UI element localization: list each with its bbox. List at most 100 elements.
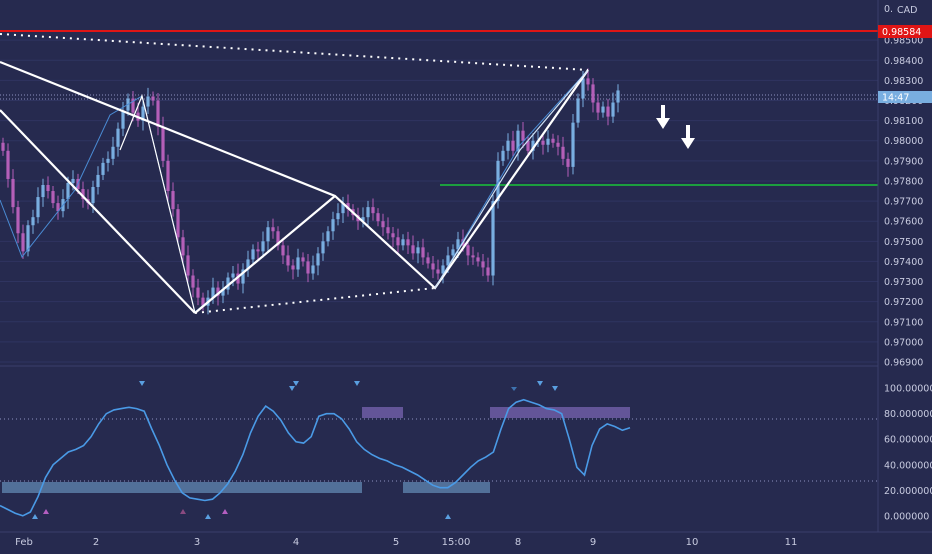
candle-body	[436, 269, 440, 274]
time-axis-bg	[0, 532, 932, 550]
candle-body	[331, 219, 335, 232]
candle-body	[256, 249, 260, 252]
candle-body	[341, 203, 345, 214]
candle-body	[196, 287, 200, 298]
candle-body	[526, 140, 530, 151]
pattern-leg-xa	[0, 109, 196, 314]
candle-body	[121, 110, 125, 129]
candle-body	[51, 191, 55, 204]
candle-body	[246, 259, 250, 270]
candle-body	[591, 84, 595, 103]
oscillator-axis-ticks: 100.000000 80.000000 60.000000 40.000000 20.…	[884, 384, 932, 523]
candle-body	[286, 255, 290, 266]
candle-body	[276, 231, 280, 246]
candle-body	[416, 247, 420, 254]
price-tick-label: 0.96900	[884, 358, 923, 369]
current-price-tag	[878, 91, 932, 103]
candle-body	[451, 249, 455, 256]
marker-down-6	[537, 381, 543, 386]
candle-body	[386, 227, 390, 234]
price-tick-label: 0.97600	[884, 217, 923, 228]
candle-body	[101, 162, 105, 175]
candle-body	[606, 106, 610, 117]
time-tick-label: 8	[515, 537, 521, 548]
candle-body	[166, 160, 170, 192]
osc-tick-label: 100.000000	[884, 384, 932, 395]
candle-body	[326, 231, 330, 242]
candle-body	[501, 150, 505, 161]
price-tick-label: 0.98500	[884, 36, 923, 47]
top-fragment: 0.	[884, 4, 893, 15]
candle-body	[366, 207, 370, 218]
candle-body	[421, 247, 425, 258]
candle-body	[31, 217, 35, 226]
marker-up-1	[32, 514, 38, 519]
candle-body	[311, 265, 315, 274]
time-tick-label: Feb	[15, 537, 33, 548]
marker-up-5	[222, 509, 228, 514]
candle-body	[116, 128, 120, 147]
candle-body	[81, 189, 85, 200]
price-tick-label: 0.97900	[884, 156, 923, 167]
candle-body	[441, 265, 445, 274]
candle-body	[406, 239, 410, 246]
pattern-inner-2	[434, 69, 589, 289]
price-tick-label: 0.97100	[884, 317, 923, 328]
marker-up-2	[43, 509, 49, 514]
candle-body	[11, 178, 15, 208]
price-tick-label: 0.98300	[884, 76, 923, 87]
candle-body	[161, 126, 165, 161]
signal-markers	[32, 381, 558, 519]
candle-body	[566, 158, 570, 167]
candle-body	[151, 96, 155, 101]
candle-body	[601, 106, 605, 113]
candle-body	[281, 245, 285, 256]
candle-body	[316, 253, 320, 266]
candle-body	[556, 142, 560, 147]
candle-body	[46, 184, 50, 192]
candle-body	[21, 233, 25, 252]
candle-body	[291, 265, 295, 270]
candle-body	[431, 263, 435, 270]
candle-body	[1, 142, 5, 151]
down-arrow-icon	[656, 105, 670, 129]
candle-body	[466, 245, 470, 256]
candle-body	[66, 182, 70, 200]
candle-body	[476, 257, 480, 262]
osc-tick-label: 40.000000	[884, 460, 932, 471]
osc-tick-label: 20.000000	[884, 486, 932, 497]
candle-body	[541, 140, 545, 145]
candle-body	[596, 102, 600, 113]
osc-tick-label: 60.000000	[884, 435, 932, 446]
harmonic-pattern[interactable]	[0, 33, 589, 314]
price-tick-label: 0.97800	[884, 176, 923, 187]
candle-body	[396, 237, 400, 246]
candle-body	[271, 227, 275, 232]
candle-body	[426, 257, 430, 264]
overbought-zone-1	[362, 407, 403, 418]
candle-body	[236, 273, 240, 284]
currency-label: CAD	[897, 5, 917, 16]
candle-body	[481, 261, 485, 268]
candle-body	[266, 227, 270, 242]
candle-body	[531, 140, 535, 151]
candle-body	[176, 209, 180, 238]
candle-body	[186, 255, 190, 276]
candle-body	[211, 287, 215, 298]
candle-body	[361, 217, 365, 222]
countdown-label: 14:47	[882, 93, 909, 104]
time-tick-label: 2	[93, 537, 99, 548]
osc-tick-label: 0.000000	[884, 511, 929, 522]
time-tick-label: 9	[590, 537, 596, 548]
candle-body	[581, 78, 585, 99]
candle-body	[486, 267, 490, 276]
candle-body	[216, 287, 220, 296]
candle-body	[36, 197, 40, 218]
marker-down-1	[139, 381, 145, 386]
marker-up-4	[205, 514, 211, 519]
candle-body	[296, 257, 300, 270]
marker-down-7	[552, 386, 558, 391]
